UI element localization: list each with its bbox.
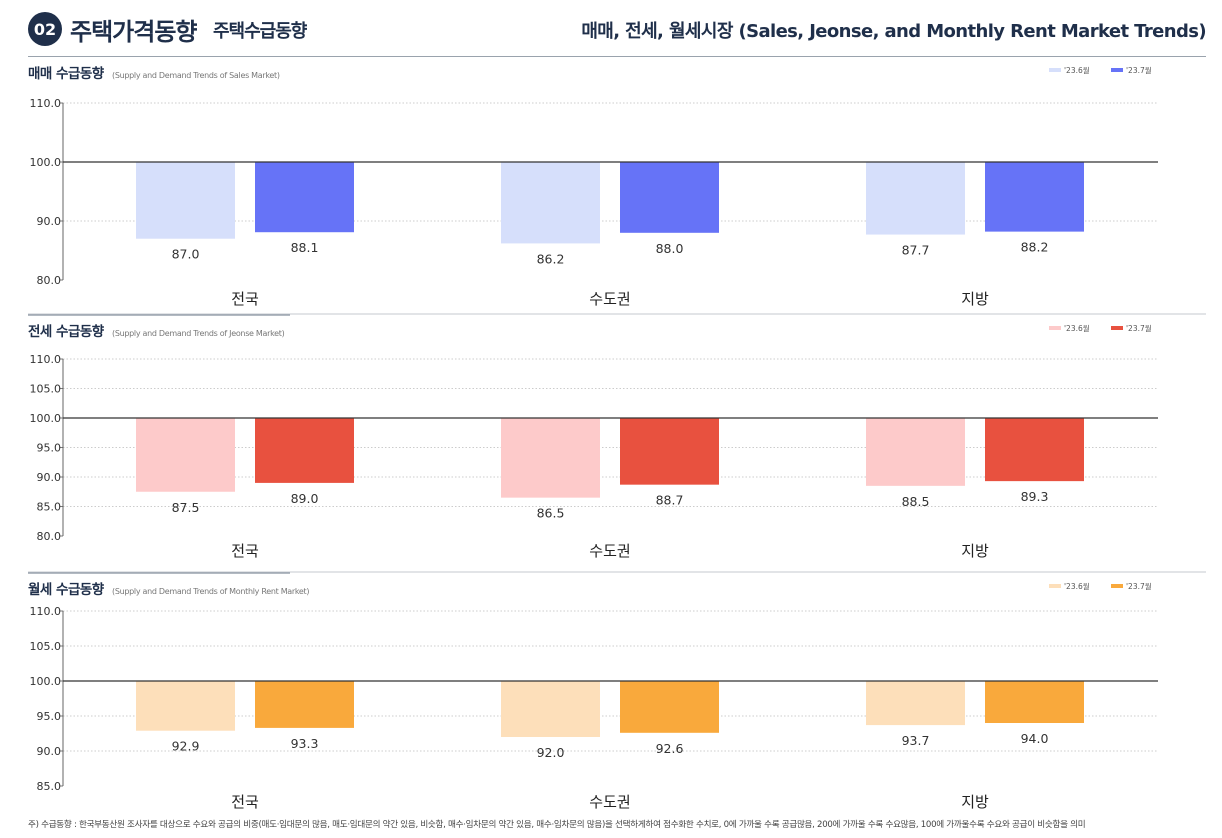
page-title: 주택가격동향 [70, 18, 197, 46]
y-tick-label: 85.0 [37, 501, 62, 514]
jeonse-supply-demand-chart: 전세 수급동향 (Supply and Demand Trends of Jeon… [28, 323, 1206, 574]
chart-subtitle: (Supply and Demand Trends of Sales Marke… [112, 71, 280, 80]
y-tick-label: 90.0 [37, 215, 62, 228]
y-tick-label: 105.0 [30, 640, 62, 653]
bar-1-1 [136, 162, 235, 239]
legend-label-2: '23.7월 [1126, 323, 1152, 333]
legend-swatch-1 [1049, 326, 1061, 330]
bar-2-3 [985, 418, 1084, 482]
data-label: 88.0 [656, 241, 684, 256]
bar-1-2 [501, 681, 600, 737]
bar-1-3 [866, 418, 965, 486]
data-label: 92.9 [172, 739, 200, 754]
bar-2-1 [255, 681, 354, 728]
data-label: 87.0 [172, 247, 200, 262]
y-tick-label: 95.0 [37, 710, 62, 723]
category-label: 전국 [231, 793, 259, 811]
data-label: 93.3 [291, 736, 319, 751]
category-label: 수도권 [589, 793, 630, 811]
data-label: 93.7 [902, 733, 930, 748]
chart-legend: '23.6월 '23.7월 [1049, 65, 1152, 75]
bar-1-1 [136, 681, 235, 731]
legend-swatch-2 [1111, 584, 1123, 588]
bar-1-3 [866, 681, 965, 726]
chart-title: 전세 수급동향 [28, 323, 105, 340]
data-label: 88.2 [1021, 240, 1049, 255]
legend-swatch-1 [1049, 68, 1061, 72]
legend-swatch-2 [1111, 68, 1123, 72]
y-tick-label: 85.0 [37, 780, 62, 793]
legend-label-1: '23.6월 [1064, 323, 1090, 333]
y-tick-label: 100.0 [30, 412, 62, 425]
chart-subtitle: (Supply and Demand Trends of Jeonse Mark… [112, 329, 285, 338]
y-tick-label: 80.0 [37, 530, 62, 543]
data-label: 89.0 [291, 491, 319, 506]
category-label: 수도권 [589, 290, 630, 308]
sales-supply-demand-chart: 매매 수급동향 (Supply and Demand Trends of Sale… [28, 65, 1206, 316]
data-label: 94.0 [1021, 731, 1049, 746]
page-header: 02 주택가격동향 주택수급동향 매매, 전세, 월세시장 (Sales, Je… [0, 0, 1222, 58]
category-label: 수도권 [589, 542, 630, 560]
bar-2-2 [620, 418, 719, 485]
bar-2-2 [620, 681, 719, 733]
chart-legend: '23.6월 '23.7월 [1049, 581, 1152, 591]
monthly-rent-supply-demand-chart: 월세 수급동향 (Supply and Demand Trends of Mont… [28, 581, 1158, 811]
data-label: 87.5 [172, 500, 200, 515]
category-label: 지방 [961, 542, 989, 560]
bar-2-1 [255, 418, 354, 483]
section-number-badge: 02 [28, 12, 62, 46]
bar-1-2 [501, 162, 600, 244]
legend-label-1: '23.6월 [1064, 65, 1090, 75]
y-tick-label: 105.0 [30, 383, 62, 396]
y-tick-label: 95.0 [37, 442, 62, 455]
data-label: 88.5 [902, 494, 930, 509]
legend-label-1: '23.6월 [1064, 581, 1090, 591]
header-divider [28, 56, 1206, 57]
y-tick-label: 80.0 [37, 274, 62, 287]
y-tick-label: 110.0 [30, 97, 62, 110]
legend-label-2: '23.7월 [1126, 581, 1152, 591]
bar-1-3 [866, 162, 965, 235]
footnote: 주) 수급동향 : 한국부동산원 조사자를 대상으로 수요와 공급의 비중(매도… [28, 820, 1086, 830]
chart-subtitle: (Supply and Demand Trends of Monthly Ren… [112, 587, 309, 596]
bar-2-2 [620, 162, 719, 233]
data-label: 92.0 [537, 745, 565, 760]
category-label: 전국 [231, 542, 259, 560]
legend-swatch-1 [1049, 584, 1061, 588]
data-label: 87.7 [902, 243, 930, 258]
y-tick-label: 90.0 [37, 471, 62, 484]
legend-swatch-2 [1111, 326, 1123, 330]
page-subtitle: 주택수급동향 [213, 21, 307, 42]
y-tick-label: 110.0 [30, 605, 62, 618]
bar-1-2 [501, 418, 600, 498]
data-label: 89.3 [1021, 489, 1049, 504]
y-tick-label: 90.0 [37, 745, 62, 758]
legend-label-2: '23.7월 [1126, 65, 1152, 75]
data-label: 86.2 [537, 251, 565, 266]
chart-title: 월세 수급동향 [28, 581, 105, 598]
chart-title: 매매 수급동향 [28, 65, 105, 82]
data-label: 92.6 [656, 741, 684, 756]
y-tick-label: 100.0 [30, 675, 62, 688]
data-label: 88.1 [291, 240, 319, 255]
bar-1-1 [136, 418, 235, 492]
chart-legend: '23.6월 '23.7월 [1049, 323, 1152, 333]
category-label: 지방 [961, 793, 989, 811]
data-label: 86.5 [537, 506, 565, 521]
section-heading: 매매, 전세, 월세시장 (Sales, Jeonse, and Monthly… [581, 21, 1206, 42]
category-label: 전국 [231, 290, 259, 308]
bar-2-3 [985, 162, 1084, 232]
data-label: 88.7 [656, 493, 684, 508]
y-tick-label: 110.0 [30, 353, 62, 366]
bar-2-1 [255, 162, 354, 233]
bar-2-3 [985, 681, 1084, 723]
category-label: 지방 [961, 290, 989, 308]
y-tick-label: 100.0 [30, 156, 62, 169]
